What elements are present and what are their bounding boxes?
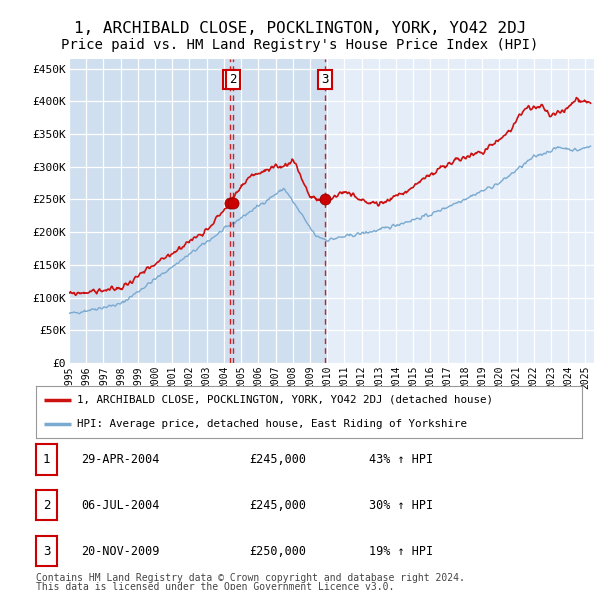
Text: £250,000: £250,000 — [249, 545, 306, 558]
Text: £245,000: £245,000 — [249, 453, 306, 466]
Bar — [327, 59, 594, 363]
Text: 1: 1 — [43, 453, 50, 466]
Text: 30% ↑ HPI: 30% ↑ HPI — [369, 499, 433, 512]
Text: HPI: Average price, detached house, East Riding of Yorkshire: HPI: Average price, detached house, East… — [77, 419, 467, 429]
Text: 3: 3 — [322, 73, 329, 86]
Text: 3: 3 — [43, 545, 50, 558]
Text: 29-APR-2004: 29-APR-2004 — [81, 453, 160, 466]
Text: 1, ARCHIBALD CLOSE, POCKLINGTON, YORK, YO42 2DJ (detached house): 1, ARCHIBALD CLOSE, POCKLINGTON, YORK, Y… — [77, 395, 493, 405]
Text: Price paid vs. HM Land Registry's House Price Index (HPI): Price paid vs. HM Land Registry's House … — [61, 38, 539, 52]
Text: Contains HM Land Registry data © Crown copyright and database right 2024.: Contains HM Land Registry data © Crown c… — [36, 573, 465, 584]
Text: This data is licensed under the Open Government Licence v3.0.: This data is licensed under the Open Gov… — [36, 582, 394, 590]
Text: 06-JUL-2004: 06-JUL-2004 — [81, 499, 160, 512]
Text: 2: 2 — [229, 73, 236, 86]
Text: 20-NOV-2009: 20-NOV-2009 — [81, 545, 160, 558]
Text: 19% ↑ HPI: 19% ↑ HPI — [369, 545, 433, 558]
Bar — [69, 59, 327, 363]
Text: 1, ARCHIBALD CLOSE, POCKLINGTON, YORK, YO42 2DJ: 1, ARCHIBALD CLOSE, POCKLINGTON, YORK, Y… — [74, 21, 526, 35]
Text: 2: 2 — [43, 499, 50, 512]
Text: £245,000: £245,000 — [249, 499, 306, 512]
Text: 43% ↑ HPI: 43% ↑ HPI — [369, 453, 433, 466]
Text: 1: 1 — [226, 73, 233, 86]
